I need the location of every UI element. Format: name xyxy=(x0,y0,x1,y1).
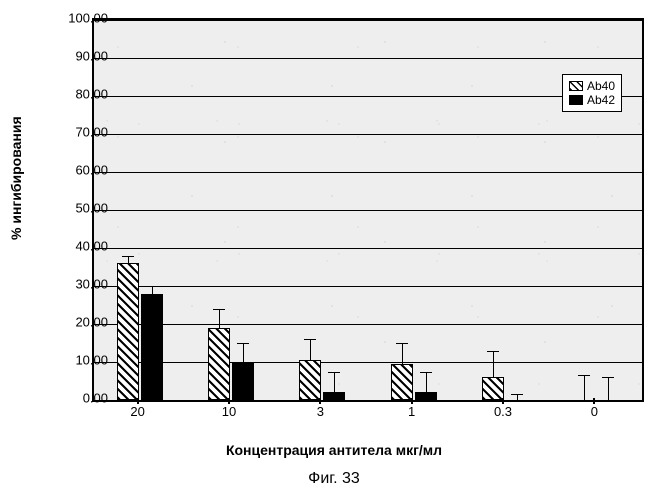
error-cap xyxy=(420,372,432,373)
figure: % ингибирования Ab40 Ab42 Концентрация а… xyxy=(0,0,668,500)
x-axis-title: Концентрация антитела мкг/мл xyxy=(0,442,668,458)
y-tick-label: 40.00 xyxy=(52,239,108,254)
plot-area: Ab40 Ab42 xyxy=(92,18,644,402)
x-tick-label: 0 xyxy=(564,404,624,419)
bar-ab42 xyxy=(141,294,163,400)
y-tick-label: 50.00 xyxy=(52,201,108,216)
bar-ab40 xyxy=(391,364,413,400)
error-bar xyxy=(219,309,220,328)
bar-ab40 xyxy=(208,328,230,400)
error-bar xyxy=(334,372,335,393)
error-bar xyxy=(152,286,153,294)
error-cap xyxy=(602,377,614,378)
y-tick-label: 90.00 xyxy=(52,49,108,64)
error-cap xyxy=(213,309,225,310)
bar-ab40 xyxy=(299,360,321,400)
y-tick-label: 70.00 xyxy=(52,125,108,140)
error-bar xyxy=(608,377,609,400)
x-tick-label: 20 xyxy=(108,404,168,419)
legend: Ab40 Ab42 xyxy=(562,74,622,112)
error-cap xyxy=(122,256,134,257)
bar-ab40 xyxy=(117,263,139,400)
error-bar xyxy=(243,343,244,362)
bar-ab42 xyxy=(323,392,345,400)
legend-label: Ab40 xyxy=(587,79,615,93)
legend-swatch-solid xyxy=(569,95,583,105)
error-cap xyxy=(511,394,523,395)
error-bar xyxy=(584,375,585,400)
bar-ab40 xyxy=(482,377,504,400)
error-bar xyxy=(310,339,311,360)
error-cap xyxy=(487,351,499,352)
y-tick-label: 60.00 xyxy=(52,163,108,178)
error-cap xyxy=(304,339,316,340)
error-bar xyxy=(128,256,129,264)
bar-ab42 xyxy=(232,362,254,400)
error-bar xyxy=(402,343,403,364)
legend-swatch-hatched xyxy=(569,81,583,91)
y-tick-label: 30.00 xyxy=(52,277,108,292)
error-bar xyxy=(493,351,494,378)
error-cap xyxy=(578,375,590,376)
y-tick-label: 100.00 xyxy=(52,11,108,26)
figure-caption: Фиг. 33 xyxy=(0,470,668,488)
error-bar xyxy=(426,372,427,393)
y-tick-label: 0.00 xyxy=(52,391,108,406)
x-tick-label: 10 xyxy=(199,404,259,419)
legend-item: Ab42 xyxy=(569,93,615,107)
legend-item: Ab40 xyxy=(569,79,615,93)
x-tick-label: 1 xyxy=(382,404,442,419)
error-cap xyxy=(396,343,408,344)
error-cap xyxy=(237,343,249,344)
y-tick-label: 20.00 xyxy=(52,315,108,330)
x-tick-label: 3 xyxy=(290,404,350,419)
error-cap xyxy=(146,286,158,287)
legend-label: Ab42 xyxy=(587,93,615,107)
error-cap xyxy=(328,372,340,373)
y-tick-label: 10.00 xyxy=(52,353,108,368)
x-tick-label: 0.3 xyxy=(473,404,533,419)
y-axis-title: % ингибирования xyxy=(8,116,24,240)
bar-ab42 xyxy=(415,392,437,400)
y-tick-label: 80.00 xyxy=(52,87,108,102)
